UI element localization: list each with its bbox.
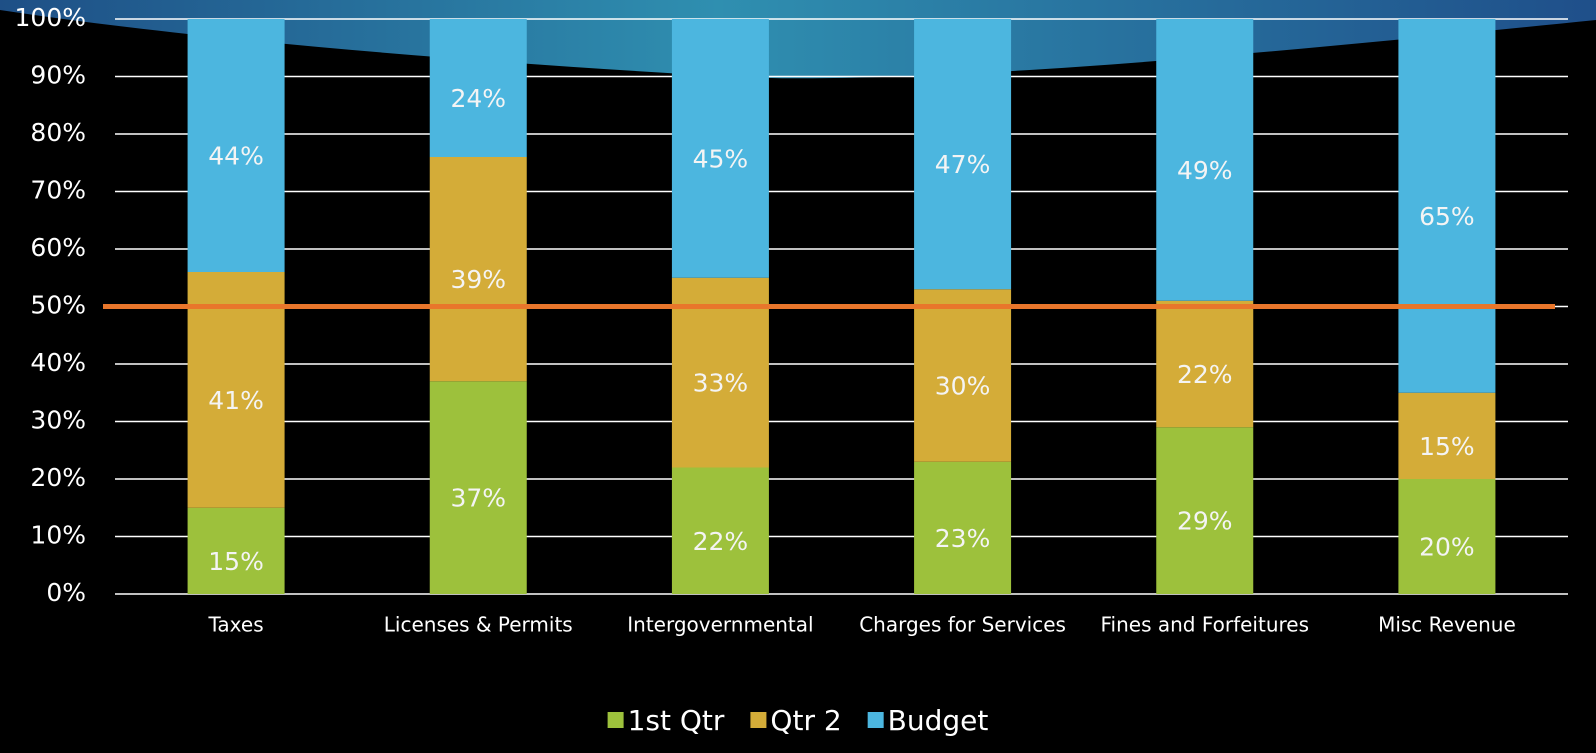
data-label: 30% (935, 372, 991, 401)
data-label: 24% (450, 84, 506, 113)
legend-swatch (867, 712, 884, 728)
data-label: 45% (693, 144, 749, 173)
data-label: 23% (935, 524, 991, 553)
y-tick-label: 90% (30, 61, 86, 90)
data-label: 22% (1177, 360, 1233, 389)
bar-segment (914, 461, 1012, 594)
legend-label: Budget (888, 704, 989, 737)
data-label: 33% (693, 369, 749, 398)
bar-segment (1156, 300, 1254, 428)
bar-segment (187, 272, 285, 508)
x-tick-label: Misc Revenue (1378, 613, 1516, 637)
x-tick-label: Intergovernmental (627, 613, 813, 637)
y-tick-label: 100% (15, 3, 86, 32)
bar-segment (914, 19, 1012, 290)
data-label: 29% (1177, 507, 1233, 536)
x-tick-label: Charges for Services (859, 613, 1066, 637)
legend-swatch (750, 712, 767, 728)
data-label: 22% (693, 527, 749, 556)
legend-label: Qtr 2 (770, 704, 841, 737)
x-tick-label: Fines and Forfeitures (1100, 613, 1309, 637)
data-label: 44% (208, 142, 264, 171)
y-tick-label: 0% (46, 578, 86, 607)
legend-label: 1st Qtr (628, 704, 725, 737)
data-label: 37% (450, 484, 506, 513)
y-tick-label: 70% (30, 176, 86, 205)
y-tick-label: 60% (30, 233, 86, 262)
bar-segment (671, 19, 769, 278)
bar-segment (671, 277, 769, 468)
y-tick-label: 10% (30, 521, 86, 550)
data-label: 15% (208, 547, 264, 576)
y-tick-label: 30% (30, 406, 86, 435)
data-label: 49% (1177, 156, 1233, 185)
bar-segment (429, 19, 527, 157)
bar-segment (1156, 19, 1254, 301)
bar-segment (671, 467, 769, 594)
x-tick-label: Licenses & Permits (384, 613, 573, 637)
data-label: 65% (1419, 202, 1475, 231)
bar-segment (1156, 427, 1254, 594)
legend-swatch (607, 712, 624, 728)
bar-segment (1398, 479, 1496, 594)
data-label: 41% (208, 386, 264, 415)
data-label: 47% (935, 150, 991, 179)
x-tick-label: Taxes (208, 613, 264, 637)
bar-segment (429, 157, 527, 382)
bar-segment (429, 381, 527, 594)
bar-segment (1398, 392, 1496, 479)
y-tick-label: 40% (30, 348, 86, 377)
data-label: 20% (1419, 533, 1475, 562)
data-label: 15% (1419, 432, 1475, 461)
bar-segment (187, 507, 285, 594)
bar-segment (914, 289, 1012, 462)
data-label: 39% (450, 265, 506, 294)
y-tick-label: 80% (30, 118, 86, 147)
y-tick-label: 50% (30, 291, 86, 320)
bar-segment (1398, 19, 1496, 393)
y-tick-label: 20% (30, 463, 86, 492)
bar-segment (187, 19, 285, 272)
